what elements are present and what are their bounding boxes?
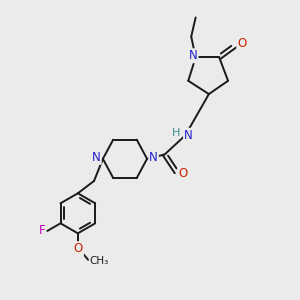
Text: N: N xyxy=(149,151,158,164)
Text: H: H xyxy=(172,128,180,138)
Text: O: O xyxy=(74,242,83,255)
Text: F: F xyxy=(39,224,45,237)
Text: N: N xyxy=(184,129,193,142)
Text: CH₃: CH₃ xyxy=(90,256,109,266)
Text: N: N xyxy=(189,49,198,62)
Text: N: N xyxy=(92,151,101,164)
Text: O: O xyxy=(178,167,188,180)
Text: O: O xyxy=(237,38,247,50)
